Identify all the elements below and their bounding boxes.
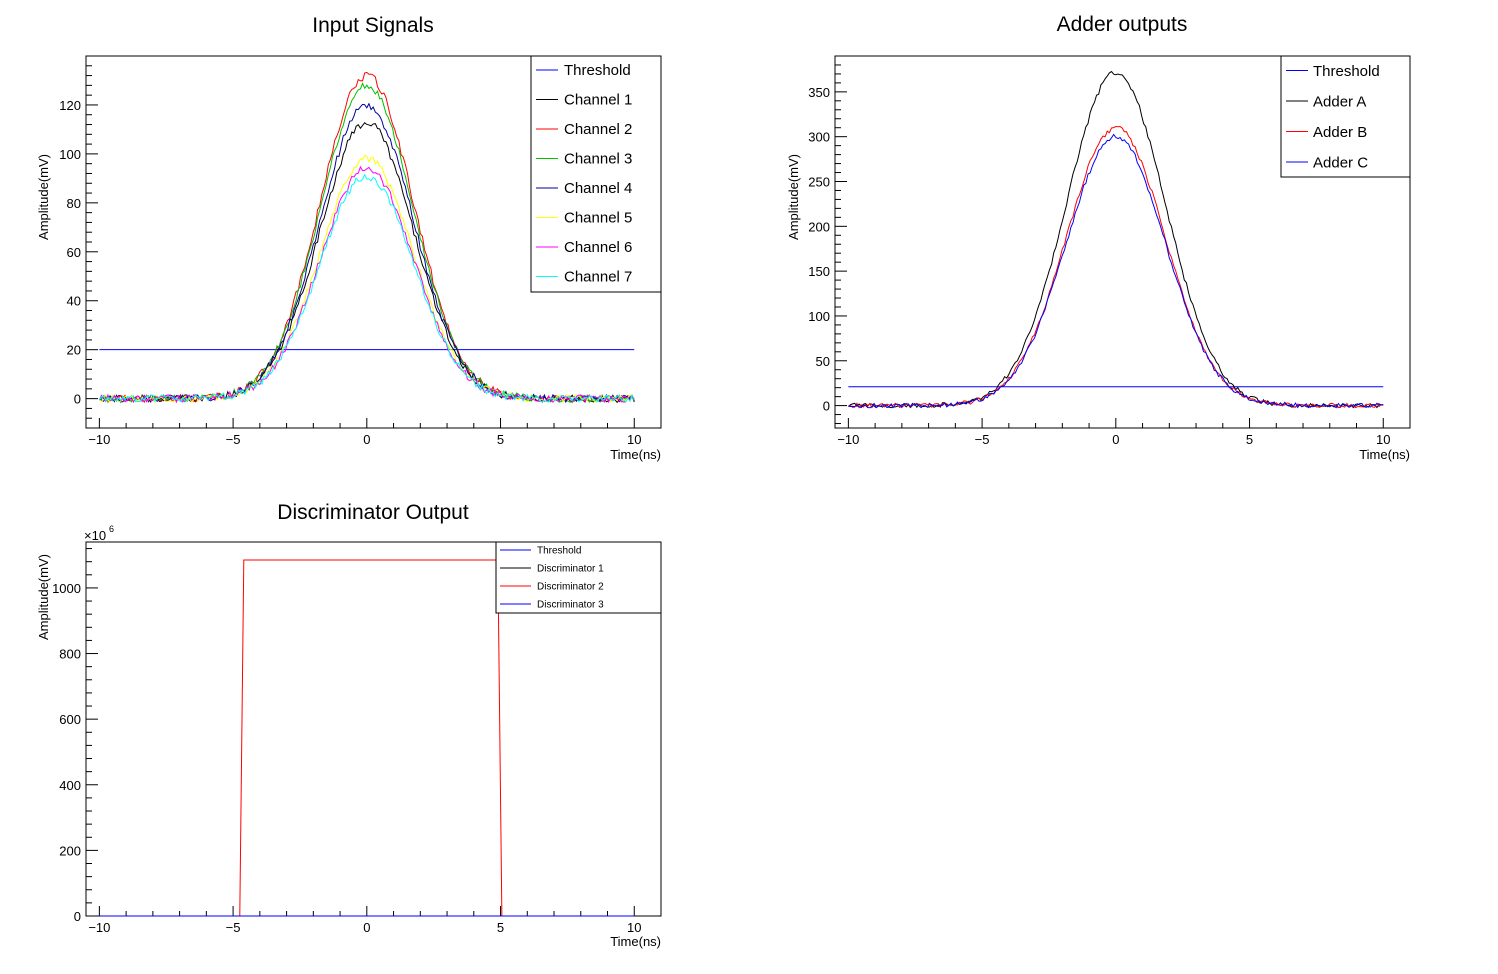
legend-label: Adder C (1313, 155, 1368, 172)
y-axis-label: Amplitude(mV) (36, 154, 51, 240)
x-tick-label: −5 (975, 432, 990, 447)
plot-frame (834, 55, 1411, 429)
y-tick-label: 80 (67, 196, 81, 211)
x-tick-label: 5 (497, 920, 504, 935)
x-tick-label: −5 (226, 920, 241, 935)
legend-label: Adder B (1313, 124, 1367, 141)
y-tick-label: 60 (67, 245, 81, 260)
x-tick-label: 10 (627, 920, 641, 935)
x-axis-label: Time(ns) (1359, 447, 1410, 462)
y-tick-label: 0 (823, 399, 830, 414)
legend-label: Channel 2 (564, 121, 632, 138)
y-tick-label: 200 (808, 219, 830, 234)
chart-title: Discriminator Output (277, 501, 469, 524)
discriminator-output-panel: Discriminator Output −10 −5 0 5 10 0 200… (36, 501, 662, 949)
x-tick-label: 10 (1376, 432, 1390, 447)
x-tick-label: −10 (88, 920, 110, 935)
axis-ticks (835, 55, 1411, 428)
y-tick-label: 0 (74, 392, 81, 407)
series-line-channel-7 (98, 173, 635, 403)
x-axis-label: Time(ns) (610, 934, 661, 949)
x-tick-label: 0 (363, 432, 370, 447)
series-group (99, 559, 635, 917)
legend-label: Adder A (1313, 94, 1366, 111)
y-tick-label: 350 (808, 85, 830, 100)
axis-ticks (86, 548, 662, 917)
chart-title: Input Signals (312, 14, 433, 37)
x-tick-label: −5 (226, 432, 241, 447)
legend-label: Threshold (564, 62, 631, 79)
y-axis-label: Amplitude(mV) (786, 154, 801, 240)
legend: Threshold Discriminator 1 Discriminator … (495, 541, 662, 614)
y-tick-label: 100 (808, 309, 830, 324)
y-tick-label: 250 (808, 174, 830, 189)
legend-label: Discriminator 3 (537, 600, 604, 611)
y-exponent-label: ×10 (84, 528, 106, 543)
chart-title: Adder outputs (1057, 13, 1188, 36)
y-axis-label: Amplitude(mV) (36, 554, 51, 640)
series-line-adder-c (848, 133, 1384, 409)
legend-label: Discriminator 2 (537, 582, 604, 593)
legend-box (530, 55, 662, 293)
y-tick-label: 800 (59, 647, 81, 662)
x-tick-label: 0 (363, 920, 370, 935)
y-tick-label: 50 (816, 354, 830, 369)
legend-label: Threshold (537, 546, 581, 557)
series-group (848, 70, 1384, 409)
y-tick-label: 100 (59, 147, 81, 162)
input-signals-panel: Input Signals −10 −5 0 5 10 0 20 40 60 8… (36, 14, 662, 462)
y-tick-label: 40 (67, 294, 81, 309)
y-exponent-power: 6 (109, 524, 114, 534)
legend-label: Channel 4 (564, 180, 632, 197)
y-tick-label: 1000 (52, 581, 81, 596)
legend-box (1280, 55, 1411, 178)
x-tick-label: 5 (1246, 432, 1253, 447)
legend-label: Threshold (1313, 63, 1380, 80)
y-tick-label: 300 (808, 130, 830, 145)
legend-label: Channel 3 (564, 151, 632, 168)
x-tick-label: 5 (497, 432, 504, 447)
legend-label: Discriminator 1 (537, 564, 604, 575)
y-tick-label: 0 (74, 909, 81, 924)
y-tick-label: 120 (59, 98, 81, 113)
x-axis-label: Time(ns) (610, 447, 661, 462)
x-tick-label: −10 (88, 432, 110, 447)
legend-label: Channel 5 (564, 210, 632, 227)
x-tick-label: 0 (1112, 432, 1119, 447)
legend-label: Channel 7 (564, 269, 632, 286)
legend-label: Channel 6 (564, 239, 632, 256)
y-tick-label: 400 (59, 778, 81, 793)
y-tick-label: 600 (59, 712, 81, 727)
x-tick-label: −10 (837, 432, 859, 447)
y-tick-label: 200 (59, 843, 81, 858)
adder-outputs-panel: Adder outputs −10 −5 0 5 10 0 50 100 150… (786, 13, 1411, 462)
axis-ticks (86, 55, 662, 429)
series-line-adder-b (848, 126, 1384, 409)
y-tick-label: 150 (808, 264, 830, 279)
series-group (98, 71, 635, 404)
legend-label: Channel 1 (564, 92, 632, 109)
legend: Threshold Channel 1 Channel 2 Channel 3 … (530, 55, 662, 293)
legend: Threshold Adder A Adder B Adder C (1280, 55, 1411, 178)
y-tick-label: 20 (67, 343, 81, 358)
x-tick-label: 10 (627, 432, 641, 447)
legend-box (495, 541, 662, 614)
